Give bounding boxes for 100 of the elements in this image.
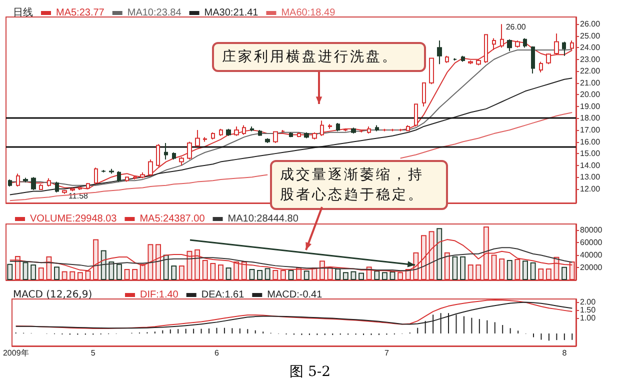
y-tick-label: 1.00	[580, 313, 596, 322]
candlestick	[468, 60, 473, 65]
bar	[327, 268, 333, 280]
bar	[491, 254, 497, 280]
candlestick	[234, 126, 239, 136]
bar	[569, 261, 575, 280]
candlestick	[461, 55, 465, 62]
candlestick	[140, 172, 145, 179]
bar	[194, 249, 200, 280]
bar	[100, 250, 106, 280]
annotation: 26.00	[506, 22, 526, 32]
y-tick-label: 18.00	[580, 114, 601, 123]
legend-label: DEA:1.61	[201, 290, 245, 300]
bar	[178, 265, 184, 280]
candlestick	[414, 104, 418, 127]
y-tick-label: 1.50	[580, 305, 596, 314]
bar	[226, 268, 232, 280]
bar	[272, 270, 278, 280]
candlestick	[523, 38, 527, 48]
candlestick	[258, 130, 262, 136]
bar	[522, 260, 528, 280]
line-series	[9, 247, 573, 272]
legend-label: MA5:23.77	[56, 8, 105, 18]
bar	[546, 268, 552, 280]
y-tick-label: 26.00	[580, 20, 601, 29]
y-tick-label: 17.00	[580, 126, 601, 135]
legend-label: MA10:23.84	[127, 8, 182, 18]
candlestick	[55, 181, 59, 193]
candlestick	[242, 124, 246, 136]
annotation: 庄家利用横盘进行洗盘。	[212, 42, 426, 72]
bar	[374, 270, 380, 280]
candlestick	[476, 58, 481, 66]
x-tick-label: 8	[562, 348, 568, 358]
legend-label: MA30:21.41	[204, 8, 259, 18]
candlestick	[546, 52, 551, 65]
y-tick-label: 15.00	[580, 149, 601, 158]
candlestick	[117, 170, 121, 182]
bar	[390, 271, 396, 280]
bar	[562, 266, 568, 280]
bar	[249, 269, 255, 280]
bar	[62, 271, 68, 280]
bar	[218, 264, 224, 280]
bar	[483, 226, 489, 280]
y-tick-label: 21.00	[580, 78, 601, 88]
bar	[413, 252, 419, 280]
bar	[171, 265, 177, 280]
candlestick	[398, 128, 403, 132]
bar	[54, 266, 60, 280]
y-tick-label: 40000	[580, 250, 603, 260]
bar	[163, 254, 169, 280]
bar	[148, 244, 154, 280]
candlestick	[328, 124, 332, 130]
candlestick	[226, 128, 231, 136]
annotation: 成交量逐渐萎缩，持股者心态趋于稳定。	[270, 160, 448, 210]
candlestick	[148, 158, 153, 176]
candlestick	[531, 46, 535, 74]
candlestick	[539, 61, 543, 73]
candlestick	[219, 128, 223, 136]
candlestick	[187, 141, 192, 160]
bar	[77, 272, 83, 280]
candlestick	[507, 38, 512, 52]
candlestick	[172, 152, 176, 160]
bar	[30, 264, 36, 280]
candlestick	[133, 175, 137, 180]
candlestick	[406, 124, 410, 132]
bar	[22, 262, 28, 280]
bar	[304, 270, 310, 280]
bar	[320, 260, 325, 280]
line-series	[9, 239, 573, 272]
y-tick-label: 12.00	[580, 184, 601, 194]
candlestick	[445, 55, 449, 64]
bar	[382, 272, 388, 280]
bar	[70, 271, 76, 280]
candlestick	[304, 132, 309, 139]
bar	[14, 256, 20, 280]
bar	[428, 231, 434, 280]
bar	[476, 264, 482, 280]
candlestick	[164, 142, 168, 160]
y-tick-label: 60000	[580, 238, 603, 248]
x-tick-label: 7	[384, 348, 390, 358]
bar	[436, 228, 442, 280]
chart-title: MACD (12,26,9)	[13, 290, 92, 300]
bar	[132, 269, 138, 280]
candlestick	[211, 132, 215, 140]
bar	[350, 271, 356, 280]
bar	[140, 264, 146, 280]
y-tick-label: 24.00	[580, 43, 601, 52]
bar	[514, 259, 520, 280]
bar	[452, 256, 458, 280]
candlestick	[31, 176, 36, 191]
bar	[234, 261, 240, 280]
candlestick	[343, 128, 348, 132]
bar	[342, 272, 348, 280]
bar	[358, 272, 364, 280]
y-tick-label: 16.00	[580, 137, 601, 146]
candlestick	[203, 136, 207, 142]
y-tick-label: 14.00	[580, 160, 601, 170]
legend-label: MACD:-0.41	[267, 290, 323, 300]
chart-title: 日线	[13, 6, 33, 18]
bar	[257, 270, 262, 280]
